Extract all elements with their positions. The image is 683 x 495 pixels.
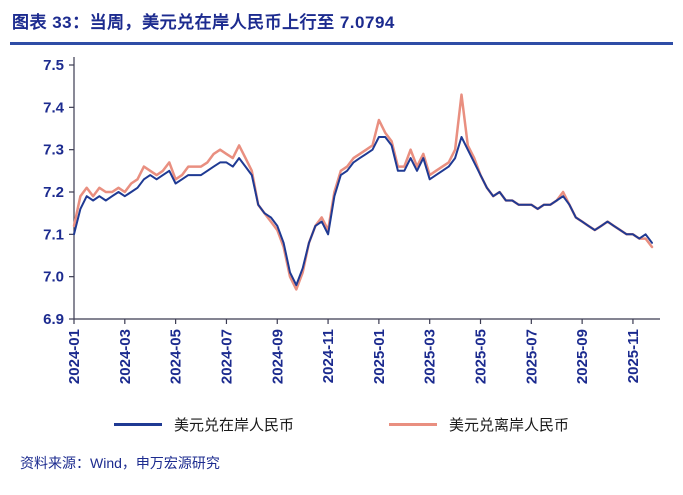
svg-text:7.2: 7.2 <box>43 184 64 201</box>
svg-text:2025-01: 2025-01 <box>371 329 388 384</box>
svg-text:6.9: 6.9 <box>43 311 64 328</box>
svg-text:2025-05: 2025-05 <box>473 329 490 384</box>
svg-text:7.0: 7.0 <box>43 269 64 286</box>
svg-text:2024-11: 2024-11 <box>320 329 337 383</box>
svg-text:7.3: 7.3 <box>43 142 64 159</box>
onshore-line-swatch <box>113 423 162 426</box>
svg-text:2024-09: 2024-09 <box>269 329 286 384</box>
figure-title: 图表 33：当周，美元兑在岸人民币上行至 7.0794 <box>12 13 395 32</box>
svg-text:2024-03: 2024-03 <box>117 329 134 384</box>
svg-text:2024-07: 2024-07 <box>218 329 235 384</box>
svg-text:7.5: 7.5 <box>43 57 64 74</box>
legend-label-onshore: 美元兑在岸人民币 <box>173 417 294 434</box>
svg-text:2025-11: 2025-11 <box>625 329 642 383</box>
svg-text:2025-07: 2025-07 <box>523 329 540 384</box>
svg-text:7.4: 7.4 <box>43 99 65 116</box>
source-note: 资料来源：Wind，申万宏源研究 <box>20 455 220 471</box>
offshore-line-swatch <box>389 423 437 426</box>
chart-area: 6.9 7.0 7.1 7.2 7.3 7.4 7.5 2024-01 2024-03 2024-… <box>12 47 673 404</box>
svg-text:2025-03: 2025-03 <box>422 329 439 384</box>
chart-legend: 美元兑在岸人民币 美元兑离岸人民币 <box>10 414 673 435</box>
legend-label-offshore: 美元兑离岸人民币 <box>449 417 570 434</box>
legend-item-offshore: 美元兑离岸人民币 <box>389 414 569 435</box>
chart-svg: 6.9 7.0 7.1 7.2 7.3 7.4 7.5 2024-01 2024-03 2024-… <box>43 57 660 384</box>
title-underline <box>10 42 673 45</box>
legend-item-onshore: 美元兑在岸人民币 <box>113 414 294 435</box>
svg-text:7.1: 7.1 <box>43 226 64 243</box>
svg-text:2025-09: 2025-09 <box>574 329 591 384</box>
svg-text:2024-01: 2024-01 <box>66 329 83 384</box>
svg-text:2024-05: 2024-05 <box>168 329 185 384</box>
